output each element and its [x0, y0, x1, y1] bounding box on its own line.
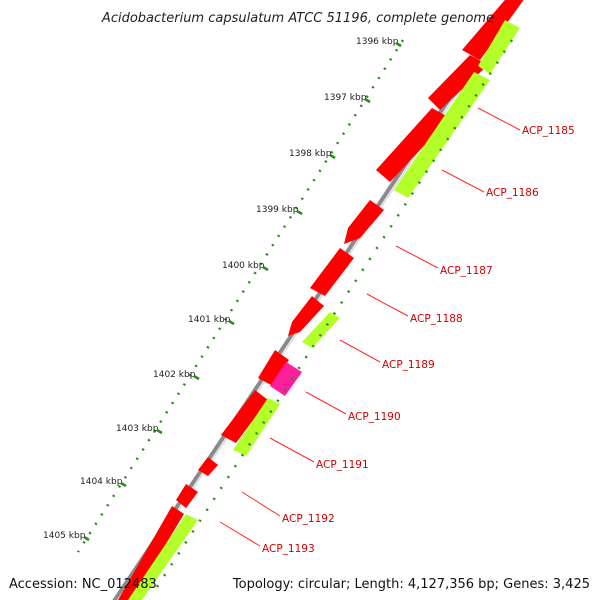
- cds-block-4[interactable]: [233, 398, 280, 456]
- tick-label: 1396 kbp: [356, 37, 399, 47]
- tick-label: 1397 kbp: [324, 93, 367, 103]
- leader-line: [219, 521, 261, 547]
- tick-label: 1400 kbp: [222, 261, 265, 271]
- cds-block-2[interactable]: [394, 72, 490, 198]
- map-title: Acidobacterium capsulatum ATCC 51196, co…: [101, 11, 494, 26]
- tick-label: 1405 kbp: [43, 531, 86, 541]
- tick-label: 1398 kbp: [289, 149, 332, 159]
- tick-mark: [83, 535, 90, 542]
- gene-block-11[interactable]: [118, 506, 184, 600]
- tick-mark: [329, 153, 336, 160]
- tick-mark: [228, 319, 235, 326]
- tick-mark: [193, 374, 200, 381]
- gene-label[interactable]: ACP_1189: [382, 359, 435, 371]
- gene-block-1[interactable]: [462, 0, 528, 60]
- leader-line: [269, 437, 315, 463]
- tick-label: 1402 kbp: [153, 370, 196, 380]
- leader-line: [305, 391, 347, 415]
- gene-label[interactable]: ACP_1193: [262, 543, 315, 555]
- tick-label: 1404 kbp: [80, 477, 123, 487]
- cds-block-5[interactable]: [128, 514, 198, 600]
- kbp-ticks: 1396 kbp 1397 kbp 1398 kbp 1399 kbp 1400 kbp…: [43, 37, 402, 542]
- tick-mark: [156, 428, 163, 435]
- gene-label[interactable]: ACP_1188: [410, 313, 463, 325]
- leader-line: [395, 245, 439, 269]
- reverse-strand-genes: [118, 0, 528, 600]
- forward-strand-genes: [128, 20, 520, 600]
- tick-mark: [120, 481, 127, 488]
- gene-label[interactable]: ACP_1190: [348, 411, 401, 423]
- gene-label[interactable]: ACP_1185: [522, 125, 575, 137]
- leader-line: [339, 339, 381, 363]
- tick-label: 1403 kbp: [116, 424, 159, 434]
- gene-block-4[interactable]: [344, 200, 384, 244]
- leader-line: [366, 293, 409, 317]
- gene-block-2[interactable]: [428, 55, 488, 110]
- tick-mark: [395, 41, 402, 48]
- gene-label[interactable]: ACP_1191: [316, 459, 369, 471]
- tick-dots-outer: [76, 39, 405, 553]
- gene-block-10[interactable]: [176, 484, 198, 508]
- gene-label[interactable]: ACP_1187: [440, 265, 493, 277]
- leader-line: [241, 491, 281, 517]
- leader-line: [441, 169, 485, 193]
- cds-block-1[interactable]: [478, 20, 520, 74]
- cds-block-3[interactable]: [302, 312, 340, 348]
- outer-dotted-track: [76, 39, 405, 553]
- gene-block-3[interactable]: [376, 108, 450, 182]
- tick-mark: [296, 209, 303, 216]
- tick-label: 1399 kbp: [256, 205, 299, 215]
- misc-feature[interactable]: [270, 362, 302, 396]
- gene-block-5[interactable]: [310, 248, 354, 296]
- gene-block-8[interactable]: [221, 390, 268, 443]
- gene-block-6[interactable]: [288, 296, 324, 336]
- tick-mark: [364, 97, 371, 104]
- tick-label: 1401 kbp: [188, 315, 231, 325]
- gene-labels: ACP_1185 ACP_1186 ACP_1187 ACP_1188 ACP_1189…: [219, 107, 575, 555]
- tick-mark: [262, 265, 269, 272]
- inner-dotted-track: [153, 39, 514, 591]
- accession-text: Accession: NC_012483: [9, 577, 157, 592]
- topology-summary: Topology: circular; Length: 4,127,356 bp…: [232, 577, 590, 592]
- gene-block-7[interactable]: [258, 350, 289, 385]
- gene-label[interactable]: ACP_1192: [282, 513, 335, 525]
- gene-block-9[interactable]: [198, 457, 218, 476]
- gene-label[interactable]: ACP_1186: [486, 187, 539, 199]
- leader-line: [477, 107, 521, 131]
